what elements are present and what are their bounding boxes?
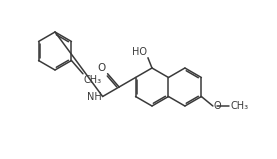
Text: CH₃: CH₃	[230, 101, 248, 111]
Text: O: O	[214, 101, 222, 111]
Text: CH₃: CH₃	[84, 75, 102, 85]
Text: O: O	[97, 63, 106, 73]
Text: NH: NH	[87, 91, 102, 101]
Text: HO: HO	[132, 47, 147, 57]
